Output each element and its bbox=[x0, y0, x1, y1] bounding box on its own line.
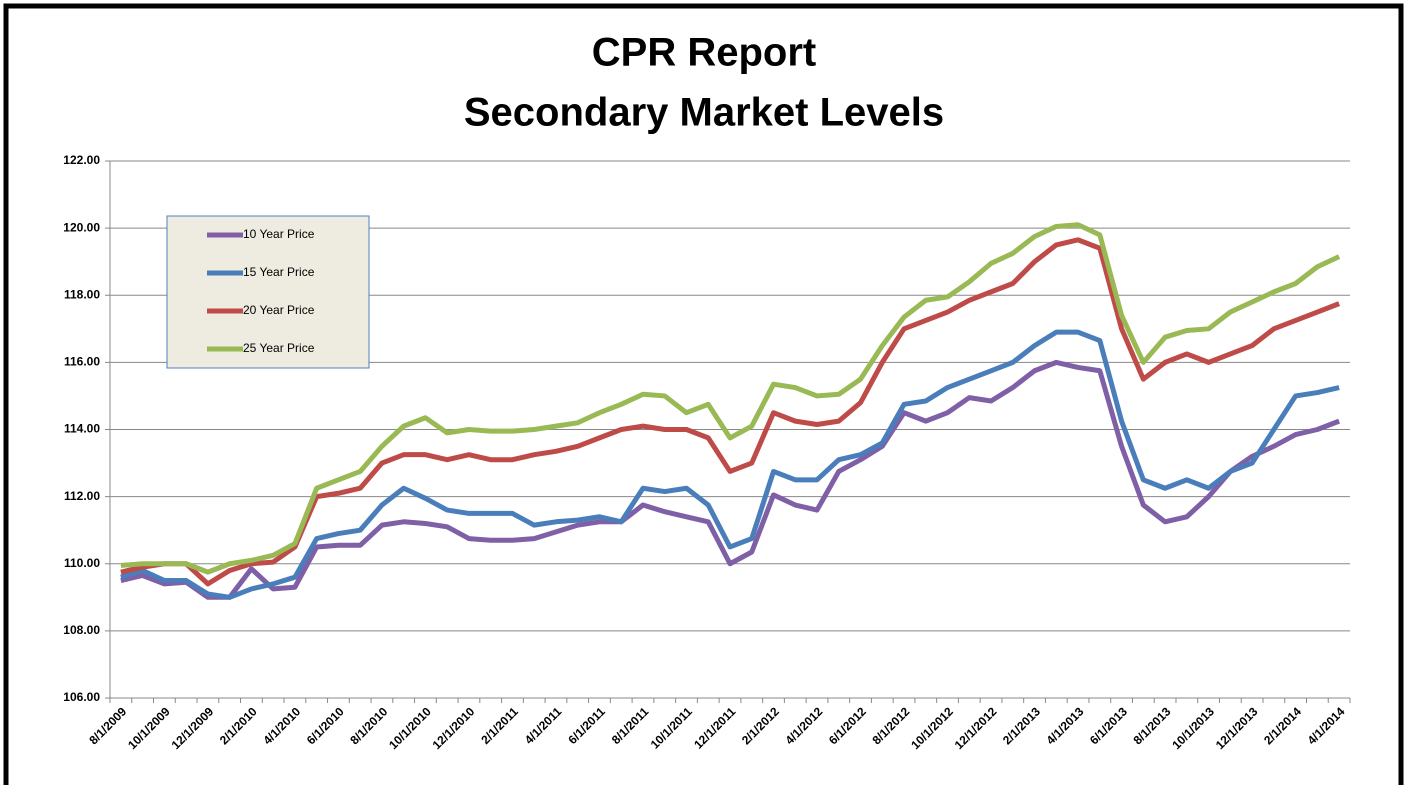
y-tick-label: 116.00 bbox=[64, 355, 100, 369]
frame bbox=[3, 3, 1404, 785]
chart-title: CPR Report bbox=[592, 31, 816, 75]
legend-label: 10 Year Price bbox=[243, 227, 315, 241]
legend-label: 20 Year Price bbox=[243, 303, 315, 317]
legend-box bbox=[166, 215, 370, 369]
y-tick-label: 122.00 bbox=[63, 153, 100, 167]
y-tick-label: 118.00 bbox=[64, 287, 100, 301]
line-series bbox=[120, 359, 1341, 600]
y-tick-label: 114.00 bbox=[64, 422, 100, 436]
y-tick-label: 112.00 bbox=[64, 489, 100, 503]
y-tick-label: 106.00 bbox=[63, 690, 100, 704]
line-series bbox=[120, 222, 1341, 575]
y-tick-label: 108.00 bbox=[63, 623, 100, 637]
legend-label: 25 Year Price bbox=[243, 341, 315, 355]
line-series bbox=[120, 329, 1340, 600]
legend-label: 15 Year Price bbox=[243, 265, 315, 279]
y-tick-label: 110.00 bbox=[64, 556, 100, 570]
line-series bbox=[120, 237, 1341, 587]
chart-subtitle: Secondary Market Levels bbox=[464, 91, 944, 135]
y-tick-label: 120.00 bbox=[63, 220, 100, 234]
